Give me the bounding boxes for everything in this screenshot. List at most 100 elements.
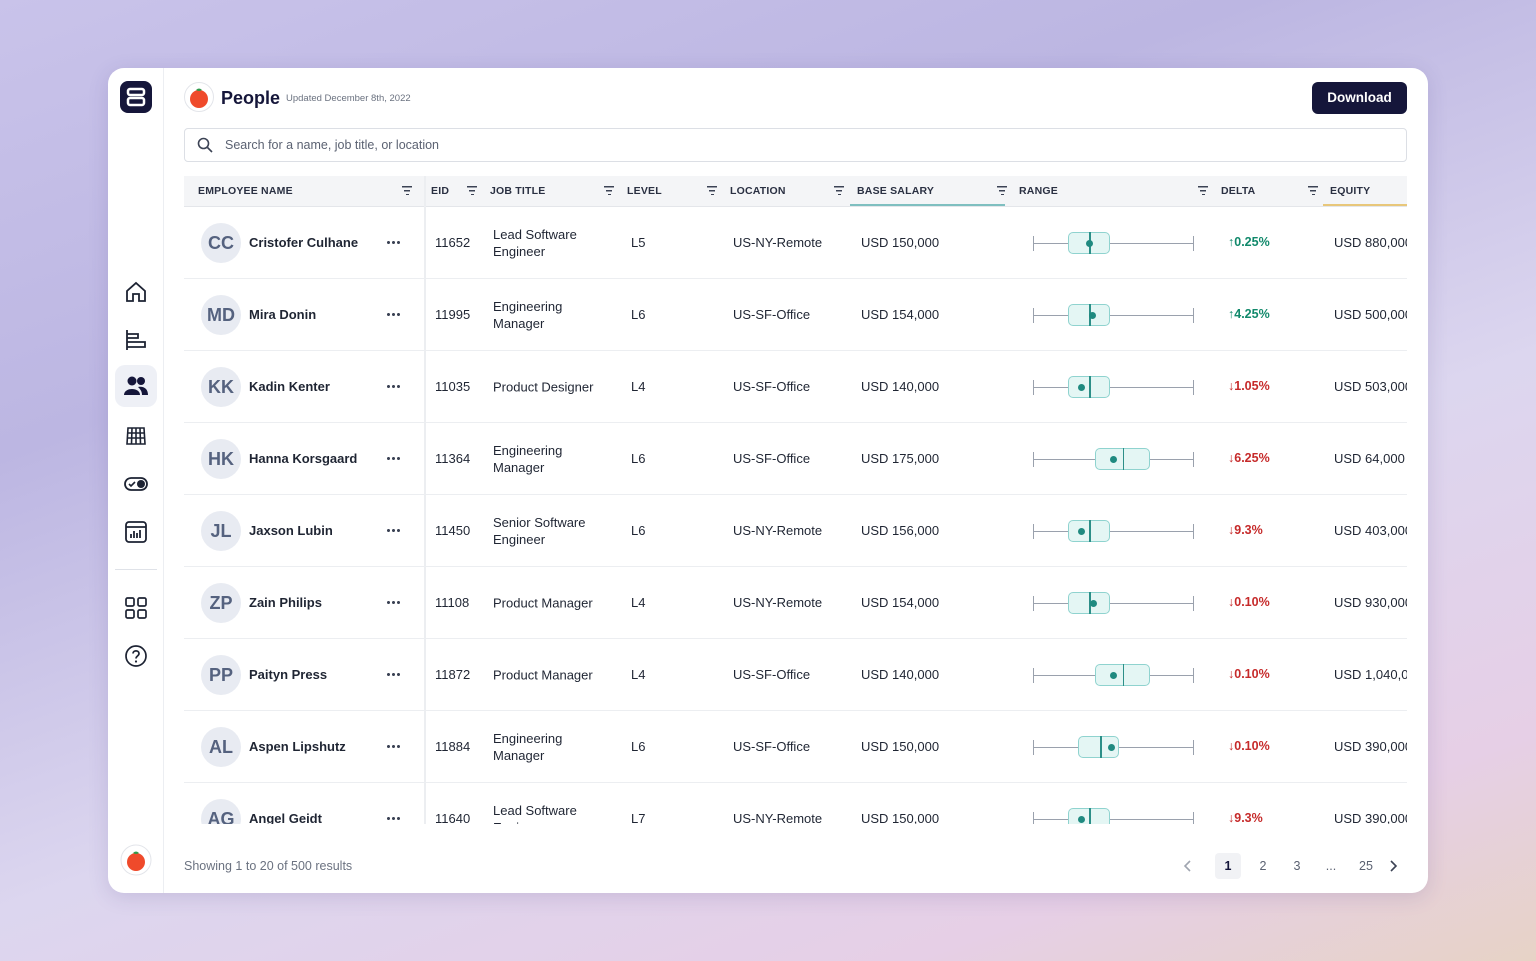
sidebar xyxy=(108,68,164,893)
level: L7 xyxy=(631,811,646,824)
prev-page[interactable] xyxy=(1181,859,1195,873)
range-whisker xyxy=(1033,315,1193,316)
whisker-cap xyxy=(1033,668,1034,683)
whisker-cap xyxy=(1033,740,1034,755)
range-dot xyxy=(1077,527,1085,535)
filter-icon[interactable] xyxy=(834,186,844,195)
equity: USD 403,000 xyxy=(1334,523,1407,538)
employee-id: 11364 xyxy=(435,451,471,466)
results-summary: Showing 1 to 20 of 500 results xyxy=(184,859,353,873)
salary: USD 140,000 xyxy=(861,667,940,682)
filter-icon[interactable] xyxy=(402,186,412,195)
help-icon[interactable] xyxy=(124,644,148,668)
row-menu[interactable] xyxy=(386,745,400,748)
filter-icon[interactable] xyxy=(997,186,1007,195)
row-menu[interactable] xyxy=(386,673,400,676)
range-box xyxy=(1068,376,1110,398)
whisker-cap xyxy=(1033,452,1034,467)
range-box xyxy=(1068,520,1110,542)
range-dot xyxy=(1109,671,1117,679)
row-menu[interactable] xyxy=(386,457,400,460)
salary: USD 175,000 xyxy=(861,451,940,466)
level: L4 xyxy=(631,595,646,610)
page-button[interactable]: 2 xyxy=(1259,859,1267,873)
whisker-cap xyxy=(1193,812,1194,824)
app-window: People Updated December 8th, 2022 Downlo… xyxy=(108,68,1428,893)
employee-name: Cristofer Culhane xyxy=(249,235,359,250)
level: L5 xyxy=(631,235,646,250)
next-page[interactable] xyxy=(1386,859,1400,873)
page-button[interactable]: 25 xyxy=(1359,859,1373,873)
equity: USD 390,000 xyxy=(1334,811,1407,824)
chart-icon[interactable] xyxy=(124,520,148,544)
range-median xyxy=(1089,376,1091,398)
pagination: 1 2 3... 25 xyxy=(1168,853,1408,879)
range-dot xyxy=(1077,383,1085,391)
delta: ↓6.25% xyxy=(1228,451,1270,465)
row-divider xyxy=(184,638,1407,639)
range-box xyxy=(1095,664,1150,686)
delta: ↓9.3% xyxy=(1228,811,1263,824)
row-divider xyxy=(184,350,1407,351)
level: L4 xyxy=(631,667,646,682)
column-header: RANGE xyxy=(1019,185,1058,197)
search-box[interactable]: Search for a name, job title, or locatio… xyxy=(184,128,1407,162)
location: US-NY-Remote xyxy=(733,523,823,538)
active-nav[interactable] xyxy=(115,365,157,407)
home-icon[interactable] xyxy=(124,280,148,304)
user-avatar[interactable] xyxy=(120,844,152,876)
filter-icon[interactable] xyxy=(1308,186,1318,195)
row-menu[interactable] xyxy=(386,817,400,820)
level: L6 xyxy=(631,739,646,754)
location: US-SF-Office xyxy=(733,379,811,394)
page-button[interactable]: ... xyxy=(1325,859,1337,873)
range-median xyxy=(1089,520,1091,542)
column-header: EQUITY xyxy=(1330,185,1371,197)
whisker-cap xyxy=(1193,668,1194,683)
job-title: Lead Software Engineer xyxy=(493,803,577,824)
filter-icon[interactable] xyxy=(604,186,614,195)
avatar: AL xyxy=(201,727,241,767)
row-menu[interactable] xyxy=(386,313,400,316)
whisker-cap xyxy=(1033,596,1034,611)
page-button[interactable]: 3 xyxy=(1293,859,1301,873)
location: US-NY-Remote xyxy=(733,811,823,824)
employee-name: Angel Geidt xyxy=(249,811,322,824)
location: US-SF-Office xyxy=(733,451,811,466)
filter-icon[interactable] xyxy=(707,186,717,195)
job-title: Product Manager xyxy=(493,667,593,683)
apps-icon[interactable] xyxy=(124,596,148,620)
row-menu[interactable] xyxy=(386,385,400,388)
range-whisker xyxy=(1033,603,1193,604)
page-button[interactable]: 1 xyxy=(1215,853,1241,879)
delta: ↓0.10% xyxy=(1228,595,1270,609)
table-icon[interactable] xyxy=(124,424,148,448)
avatar: ZP xyxy=(201,583,241,623)
download-button[interactable]: Download xyxy=(1312,82,1407,114)
filter-icon[interactable] xyxy=(1198,186,1208,195)
row-menu[interactable] xyxy=(386,529,400,532)
whisker-cap xyxy=(1193,452,1194,467)
salary: USD 154,000 xyxy=(861,307,940,322)
filter-icon[interactable] xyxy=(467,186,477,195)
range-dot xyxy=(1090,599,1098,607)
people-icon[interactable] xyxy=(124,376,148,396)
reports-icon[interactable] xyxy=(124,328,148,352)
employee-id: 11995 xyxy=(435,307,471,322)
row-menu[interactable] xyxy=(386,241,400,244)
column-header: EMPLOYEE NAME xyxy=(198,185,293,197)
delta: ↓0.10% xyxy=(1228,739,1270,753)
whisker-cap xyxy=(1193,236,1194,251)
salary: USD 150,000 xyxy=(861,739,940,754)
employee-id: 11872 xyxy=(435,667,471,682)
whisker-cap xyxy=(1193,740,1194,755)
range-box xyxy=(1068,592,1110,614)
row-menu[interactable] xyxy=(386,601,400,604)
delta: ↓0.10% xyxy=(1228,667,1270,681)
employee-name: Aspen Lipshutz xyxy=(249,739,346,754)
job-title: Lead Software Engineer xyxy=(493,227,577,259)
column-header: BASE SALARY xyxy=(857,185,935,197)
employee-id: 11652 xyxy=(435,235,471,250)
whisker-cap xyxy=(1033,308,1034,323)
toggle-icon[interactable] xyxy=(124,474,148,494)
